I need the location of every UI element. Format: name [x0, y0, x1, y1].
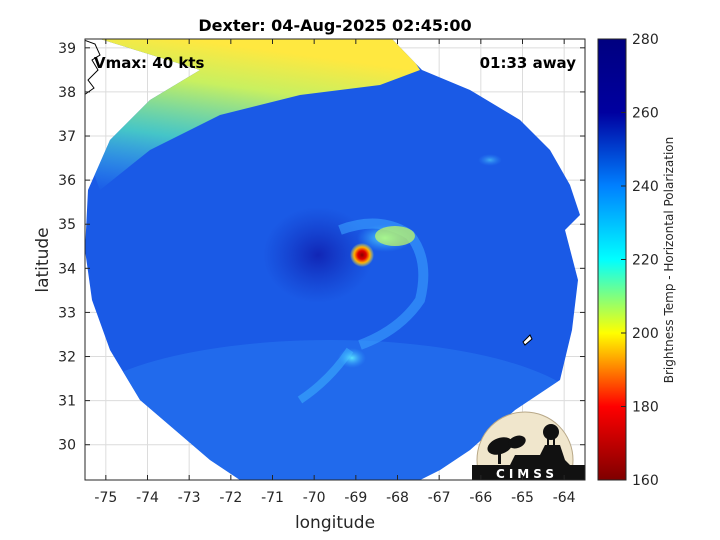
chart-title: Dexter: 04-Aug-2025 02:45:00 [198, 16, 471, 35]
y-tick-labels: 30 31 32 33 34 35 36 37 38 39 [58, 41, 76, 454]
x-tick-label: -69 [344, 490, 367, 506]
y-tick-label: 35 [58, 217, 76, 233]
x-tick-labels: -75 -74 -73 -72 -71 -70 -69 -68 -67 -66 -65 -64 [94, 490, 575, 506]
y-tick-label: 36 [58, 173, 76, 189]
colorbar-tick-label: 160 [632, 473, 659, 489]
y-tick-label: 31 [58, 394, 76, 410]
x-axis-label: longitude [295, 513, 375, 533]
x-tick-label: -68 [386, 490, 409, 506]
vmax-annotation: Vmax: 40 kts [94, 54, 204, 72]
y-axis-label: latitude [33, 227, 53, 292]
colorbar-label: Brightness Temp - Horizontal Polarizatio… [662, 137, 676, 384]
colorbar-tick-label: 240 [632, 179, 659, 195]
x-tick-label: -64 [553, 490, 576, 506]
axis-ticks [85, 39, 585, 480]
logo-text: CIMSS [496, 467, 558, 481]
y-tick-label: 37 [58, 129, 76, 145]
x-tick-label: -70 [303, 490, 326, 506]
colorbar-ticks: 160 180 200 220 240 260 280 [621, 32, 659, 489]
colorbar-tick-label: 260 [632, 106, 659, 122]
y-tick-label: 33 [58, 305, 76, 321]
colorbar-tick-label: 200 [632, 326, 659, 342]
time-away-annotation: 01:33 away [480, 54, 577, 72]
x-tick-label: -74 [136, 490, 159, 506]
x-tick-label: -73 [178, 490, 201, 506]
cimss-logo: CIMSS [472, 411, 585, 481]
colorbar-tick-label: 280 [632, 32, 659, 48]
y-tick-label: 34 [58, 261, 76, 277]
colorbar-tick-label: 180 [632, 400, 659, 416]
x-tick-label: -65 [511, 490, 534, 506]
x-tick-label: -67 [428, 490, 451, 506]
colorbar-tick-label: 220 [632, 253, 659, 269]
x-tick-label: -66 [469, 490, 492, 506]
y-tick-label: 32 [58, 350, 76, 366]
x-tick-label: -75 [94, 490, 117, 506]
x-tick-label: -72 [219, 490, 242, 506]
y-tick-label: 39 [58, 41, 76, 57]
y-tick-label: 38 [58, 85, 76, 101]
axes-frame [84, 38, 586, 481]
x-tick-label: -71 [261, 490, 284, 506]
y-tick-label: 30 [58, 438, 76, 454]
